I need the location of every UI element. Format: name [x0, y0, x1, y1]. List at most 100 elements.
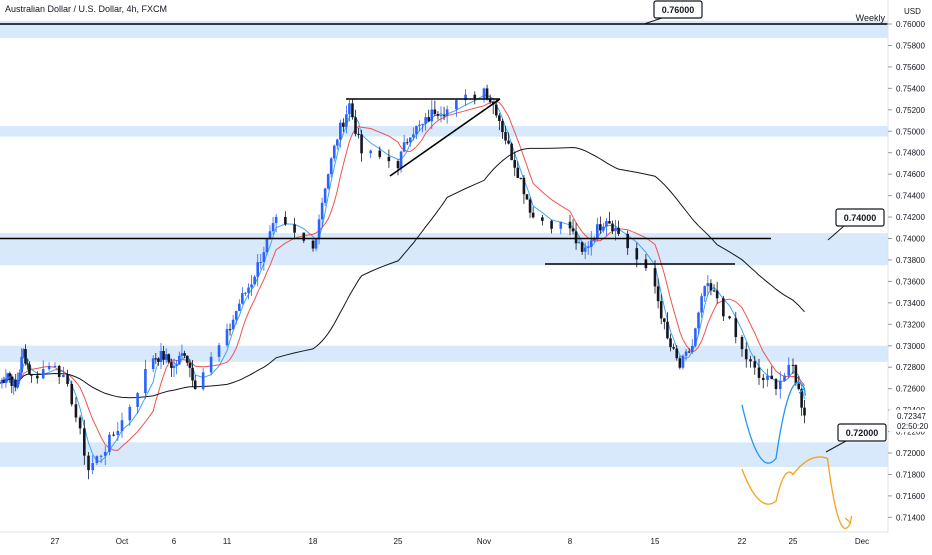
candle-body — [571, 228, 575, 232]
candle-body — [580, 242, 584, 252]
candle-body — [144, 369, 147, 394]
candle-body — [2, 379, 6, 383]
candle-body — [666, 321, 669, 339]
candle-body — [259, 262, 263, 264]
candle-body — [757, 367, 761, 378]
candle-body — [709, 283, 713, 291]
pattern-drawings — [346, 98, 735, 265]
candle-body — [678, 358, 682, 368]
candle-body — [687, 351, 691, 353]
candle-body — [30, 374, 33, 376]
price-callout: 0.72000 — [825, 423, 887, 453]
candle-body — [436, 114, 440, 116]
candle-body — [136, 393, 139, 407]
candle-body — [116, 430, 120, 435]
chart-title: Australian Dollar / U.S. Dollar, 4h, FXC… — [5, 4, 168, 14]
candle-body — [256, 262, 260, 277]
candle-body — [684, 351, 688, 356]
candle-body — [778, 380, 782, 390]
candle-body — [351, 103, 354, 118]
candle-body — [574, 231, 578, 244]
price-tick-label: 0.75800 — [896, 41, 925, 50]
candle-body — [103, 451, 107, 456]
candle-body — [188, 362, 192, 368]
candle-body — [681, 355, 685, 368]
candle-body — [803, 407, 806, 416]
candle-body — [209, 356, 213, 373]
candle-body — [170, 362, 173, 368]
scenario-arrowhead — [798, 387, 806, 396]
zone-band — [0, 125, 888, 137]
candle-body — [241, 293, 244, 304]
candle-body — [783, 375, 786, 381]
mid-moving-average-line — [0, 100, 805, 451]
candle-body — [761, 377, 765, 380]
candle-body — [317, 219, 321, 240]
candle-body — [427, 117, 431, 122]
candle-body — [0, 379, 4, 384]
candle-body — [728, 316, 731, 319]
candle-body — [494, 104, 498, 116]
candle-body — [247, 287, 250, 293]
candle-body — [354, 117, 357, 134]
candle-body — [473, 94, 477, 99]
callout-label: 0.74000 — [844, 213, 877, 223]
candle-body — [108, 434, 111, 452]
price-callout: 0.76000 — [643, 0, 703, 25]
candle-body — [675, 348, 679, 359]
time-axis — [0, 531, 932, 550]
candle-body — [550, 220, 553, 229]
candle-body — [602, 226, 605, 231]
price-tick-label: 0.73000 — [896, 342, 925, 351]
candle-body — [253, 276, 256, 285]
price-tick-label: 0.74600 — [896, 170, 925, 179]
candle-body — [70, 383, 74, 405]
candle-body — [24, 349, 27, 364]
candle-body — [611, 223, 614, 232]
time-tick-label: 8 — [568, 537, 573, 546]
candle-body — [455, 100, 458, 110]
candle-body — [348, 103, 351, 115]
candle-body — [402, 142, 406, 152]
time-tick-label: 25 — [789, 537, 798, 546]
candle-body — [10, 376, 14, 387]
candle-body — [244, 292, 247, 294]
candle-body — [421, 123, 424, 125]
candle-body — [525, 194, 529, 200]
price-tick-label: 0.75200 — [896, 106, 925, 115]
candle-body — [399, 151, 403, 169]
candle-body — [706, 283, 710, 287]
candle-body — [703, 286, 707, 297]
candle-body — [14, 379, 18, 388]
candle-body — [482, 88, 486, 99]
candle-body — [326, 174, 330, 189]
price-tick-label: 0.74200 — [896, 213, 925, 222]
candle-body — [20, 356, 23, 373]
price-tick-label: 0.73800 — [896, 256, 925, 265]
candle-body — [770, 375, 774, 380]
price-tick-label: 0.75400 — [896, 84, 925, 93]
candle-body — [586, 246, 590, 248]
candle-body — [424, 117, 427, 124]
price-tick-label: 0.73200 — [896, 320, 925, 329]
candle-body — [332, 145, 336, 159]
candle-body — [396, 161, 400, 169]
candle-body — [262, 252, 266, 263]
candle-body — [744, 349, 748, 360]
countdown-timer: 02:50:20 — [897, 422, 929, 431]
candle-body — [653, 268, 657, 287]
price-tick-label: 0.71400 — [896, 513, 925, 522]
candle-body — [669, 338, 672, 348]
candle-body — [774, 379, 778, 390]
candle-body — [766, 375, 769, 380]
candle-body — [8, 373, 12, 377]
candle-body — [794, 365, 798, 384]
candle-body — [589, 240, 593, 247]
candle-body — [237, 303, 241, 311]
candle-body — [47, 366, 51, 370]
time-tick-label: 25 — [394, 537, 403, 546]
candle-body — [635, 248, 639, 260]
callout-pointer — [825, 440, 847, 453]
